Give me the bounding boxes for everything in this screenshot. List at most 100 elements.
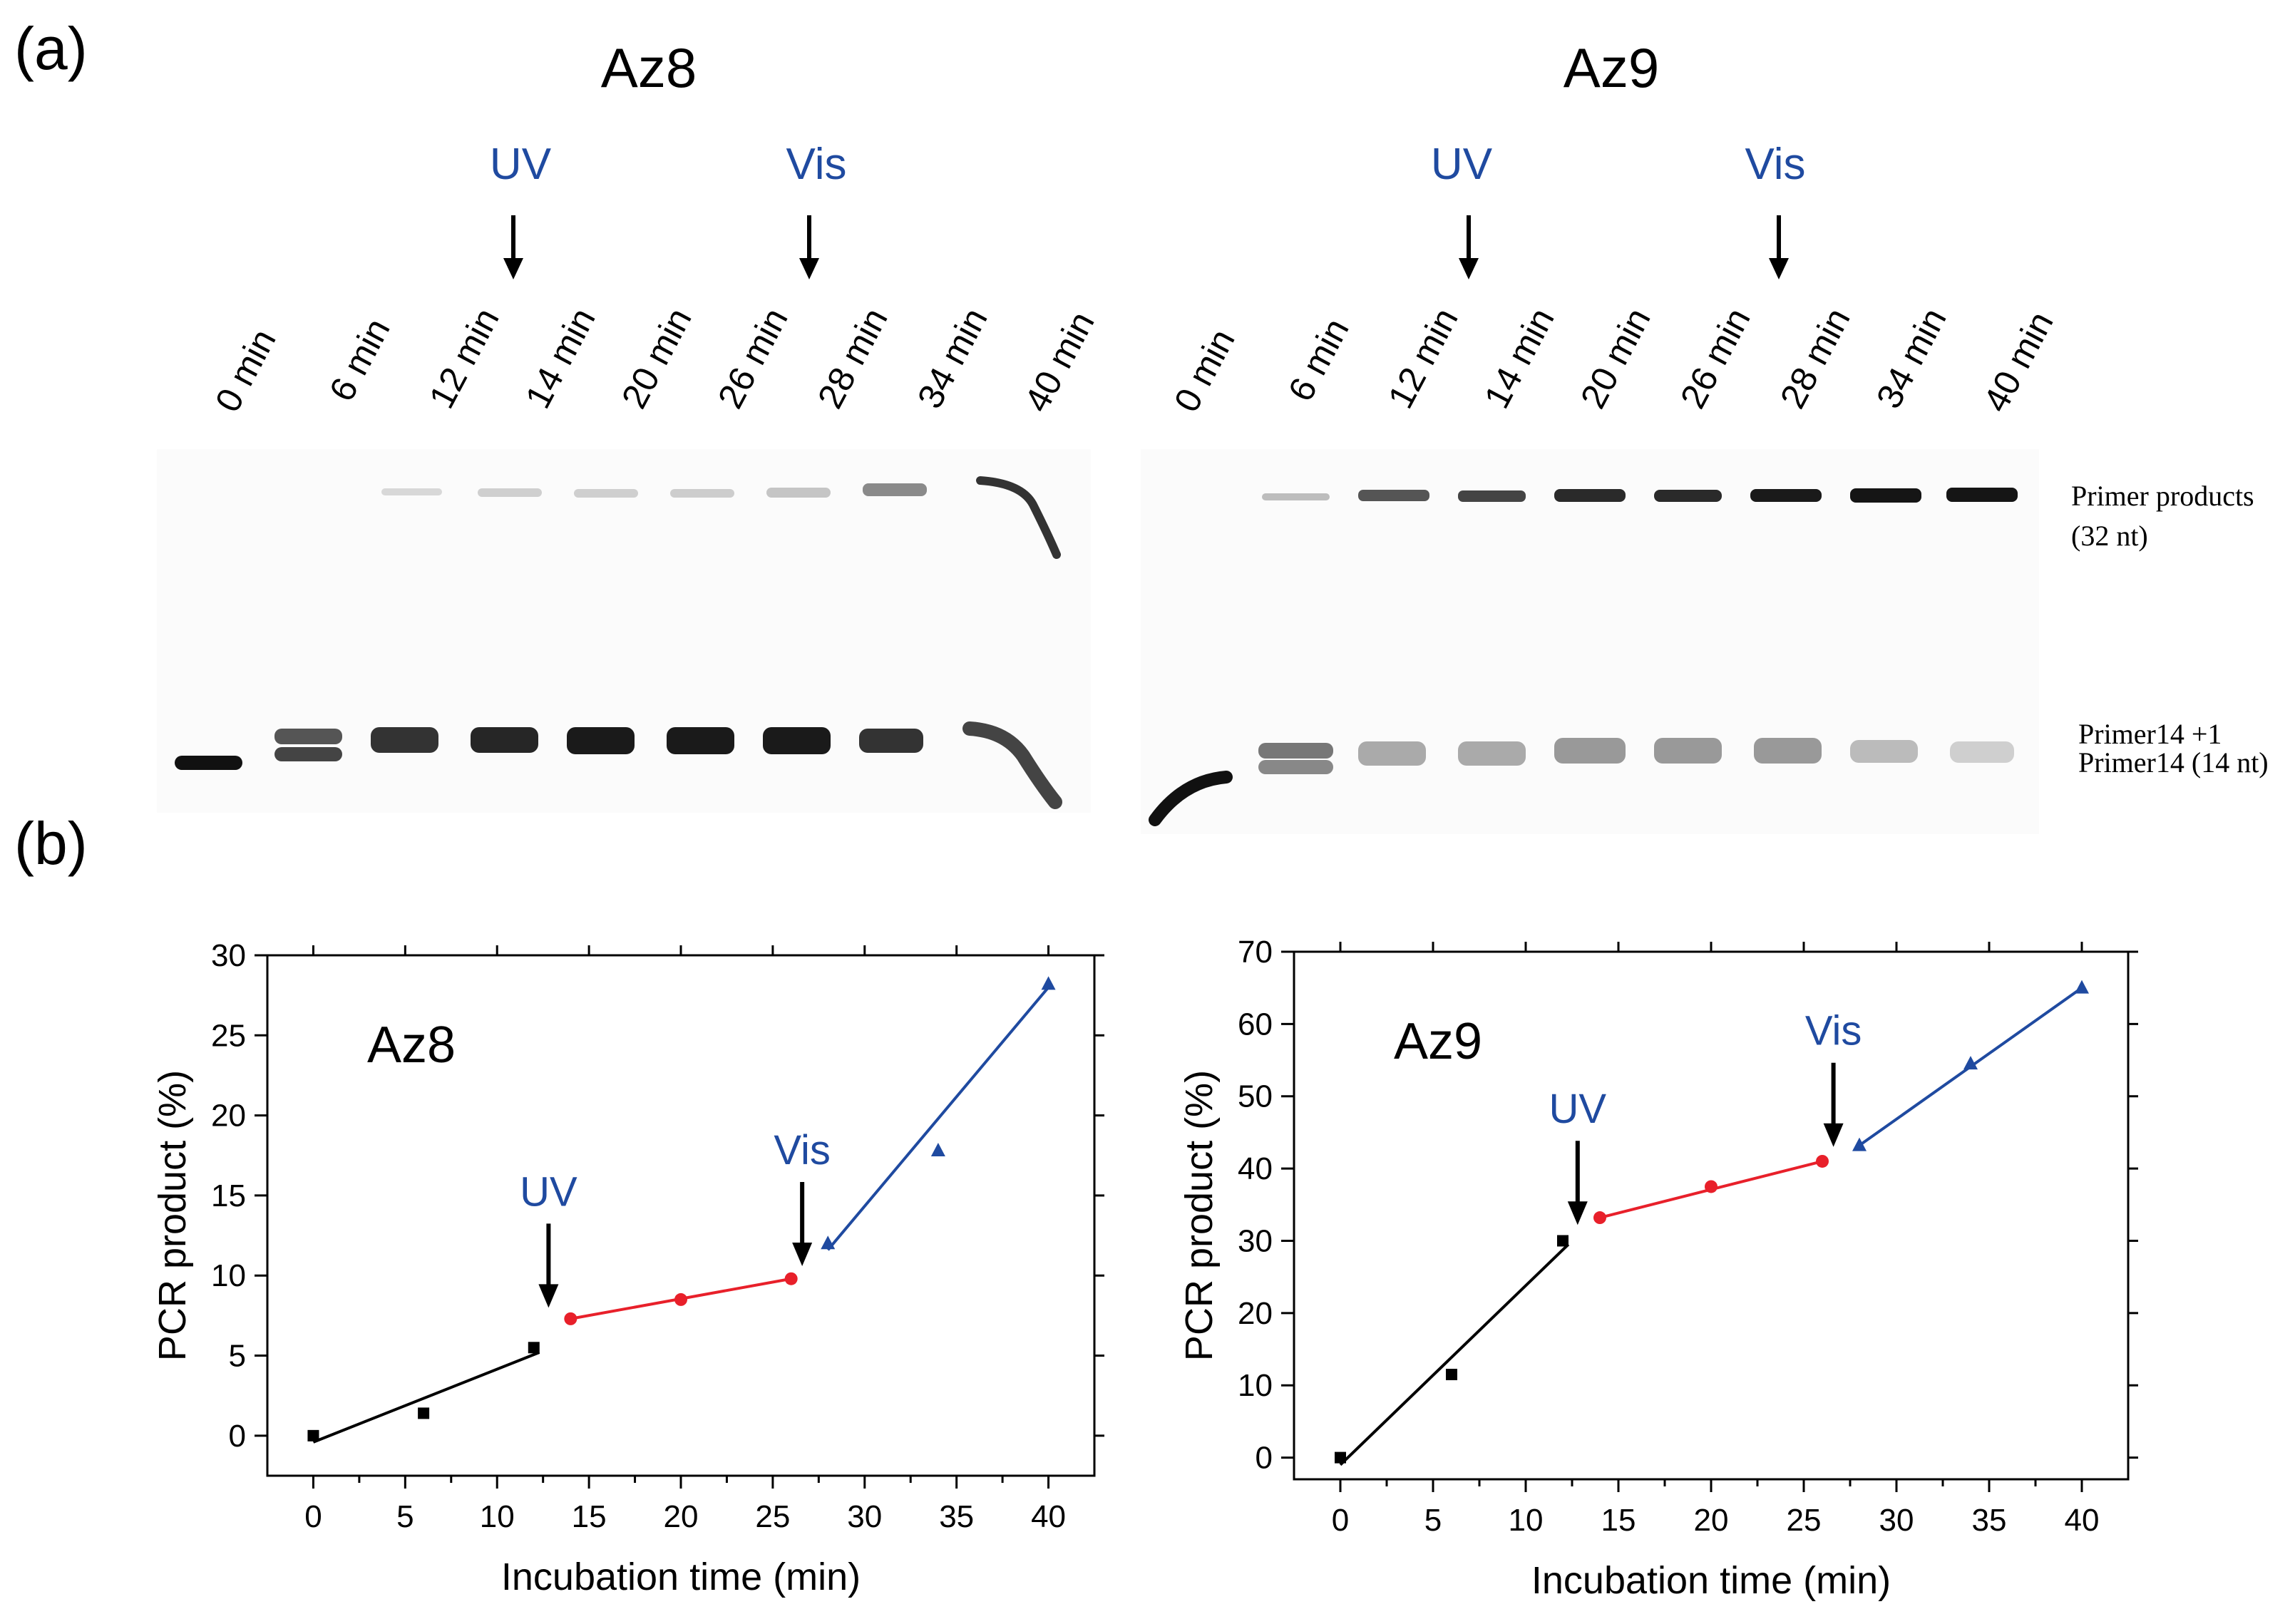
x-tick-label: 10 [480, 1499, 515, 1534]
gel2-lane-label: 40 min [1975, 304, 2061, 418]
x-tick-label: 40 [1031, 1499, 1066, 1534]
annotation-label: Vis [774, 1127, 831, 1173]
x-tick-label: 10 [1509, 1503, 1544, 1538]
data-point-circle [784, 1272, 798, 1285]
fit-line-Vis [826, 986, 1050, 1251]
y-tick-label: 25 [211, 1018, 246, 1053]
data-point-square [307, 1429, 319, 1441]
x-tick-label: 30 [1879, 1503, 1914, 1538]
gel-title-az9: Az9 [1563, 36, 1660, 99]
annotation-arrowhead-icon [1567, 1201, 1588, 1225]
gel2-lane-label: 14 min [1476, 301, 1562, 415]
annotation-arrowhead-icon [792, 1243, 813, 1266]
y-tick-label: 10 [1238, 1368, 1273, 1403]
gel1-lane-label: 34 min [909, 301, 995, 415]
data-point-triangle [2075, 980, 2089, 994]
x-axis-label: Incubation time (min) [1531, 1559, 1891, 1602]
data-point-triangle [1041, 976, 1056, 990]
chart-title: Az8 [367, 1017, 456, 1074]
data-point-square [1335, 1451, 1346, 1464]
x-tick-label: 20 [1694, 1503, 1729, 1538]
gel1-lane-label: 26 min [709, 301, 796, 415]
band-label-primer-products-size: (32 nt) [2071, 520, 2148, 552]
gel2-lane-label: 34 min [1868, 301, 1954, 415]
data-point-circle [674, 1292, 687, 1306]
gel2-lane-label: 12 min [1380, 301, 1466, 415]
band-label-primer14: Primer14 (14 nt) [2078, 746, 2269, 778]
gel-title-az8: Az8 [600, 36, 697, 99]
gel1-lane-label: 20 min [613, 301, 699, 415]
y-tick-label: 20 [211, 1099, 246, 1134]
x-tick-label: 15 [572, 1499, 607, 1534]
x-tick-label: 5 [1424, 1503, 1442, 1538]
gel1-lane-label: 6 min [321, 312, 398, 408]
gel2-lane-label: 28 min [1772, 301, 1858, 415]
x-tick-label: 15 [1601, 1503, 1636, 1538]
y-axis-label: PCR product (%) [151, 1070, 194, 1361]
x-tick-label: 0 [1332, 1503, 1349, 1538]
fit-line-dark [312, 1351, 540, 1444]
y-tick-label: 5 [229, 1339, 246, 1374]
y-tick-label: 30 [211, 938, 246, 973]
gel2-lane-label: 6 min [1280, 312, 1357, 408]
data-point-square [1557, 1235, 1568, 1247]
annotation-label: Vis [1805, 1008, 1862, 1054]
x-tick-label: 5 [396, 1499, 414, 1534]
y-tick-label: 60 [1238, 1007, 1273, 1042]
gel1-lane-label: 0 min [207, 322, 284, 418]
gel2-lane-label: 0 min [1166, 322, 1243, 418]
x-tick-label: 40 [2065, 1503, 2100, 1538]
x-tick-label: 0 [304, 1499, 322, 1534]
annotation-label: UV [1549, 1086, 1607, 1132]
chart-az9: 0 5 10 15 20 25 30 35 40 0 10 20 30 40 50 60 70 Incubatio… [1178, 935, 2138, 1602]
x-tick-label: 20 [664, 1499, 699, 1534]
data-point-triangle [930, 1143, 945, 1157]
panel-label-a: (a) [14, 15, 88, 82]
panel-label-b: (b) [14, 810, 88, 877]
data-point-circle [1705, 1180, 1718, 1193]
y-tick-label: 40 [1238, 1151, 1273, 1186]
chart-az8: 0 5 10 15 20 25 30 35 40 0 5 10 15 20 25 30 Incubation t… [151, 938, 1104, 1598]
y-tick-label: 70 [1238, 935, 1273, 970]
y-tick-label: 10 [211, 1258, 246, 1293]
gel2-uv-arrow-icon [1459, 215, 1479, 279]
y-tick-label: 0 [229, 1419, 246, 1454]
x-tick-label: 35 [939, 1499, 974, 1534]
data-point-triangle [1963, 1056, 1978, 1070]
gel1-lane-label: 14 min [517, 301, 603, 415]
gel1-vis-arrow-icon [799, 215, 819, 279]
gel1-lane-label: 12 min [421, 301, 507, 415]
x-tick-label: 25 [755, 1499, 790, 1534]
data-point-square [418, 1407, 430, 1419]
gel2-vis-label: Vis [1745, 140, 1806, 189]
gel1-lane-label: 40 min [1016, 304, 1102, 418]
gel-image-az8 [157, 449, 1091, 813]
y-tick-label: 0 [1256, 1441, 1273, 1476]
gel1-uv-arrow-icon [503, 215, 523, 279]
data-point-square [1446, 1369, 1457, 1381]
gel1-uv-label: UV [489, 140, 552, 189]
fit-line-dark [1339, 1243, 1570, 1466]
data-point-triangle [1852, 1137, 1867, 1151]
data-point-square [528, 1342, 540, 1354]
gel-image-az9 [1141, 449, 2039, 834]
gel1-lane-label: 28 min [809, 301, 895, 415]
data-point-circle [1593, 1211, 1606, 1225]
y-tick-label: 30 [1238, 1223, 1273, 1258]
gel2-uv-label: UV [1430, 140, 1493, 189]
band-label-primer14-plus1: Primer14 +1 [2078, 718, 2222, 750]
data-point-circle [564, 1312, 577, 1325]
annotation-label: UV [520, 1168, 577, 1215]
y-tick-label: 50 [1238, 1079, 1273, 1114]
x-axis-label: Incubation time (min) [501, 1556, 861, 1598]
band-label-primer-products: Primer products [2071, 480, 2254, 512]
annotation-arrowhead-icon [538, 1284, 559, 1308]
data-point-triangle [821, 1235, 836, 1250]
x-tick-label: 30 [847, 1499, 882, 1534]
gel2-lane-label: 26 min [1672, 301, 1758, 415]
plot-frame [1293, 950, 2130, 1481]
annotation-arrowhead-icon [1823, 1123, 1844, 1147]
gel1-vis-label: Vis [786, 140, 847, 189]
x-tick-label: 35 [1972, 1503, 2007, 1538]
gel2-lane-label: 20 min [1572, 301, 1658, 415]
